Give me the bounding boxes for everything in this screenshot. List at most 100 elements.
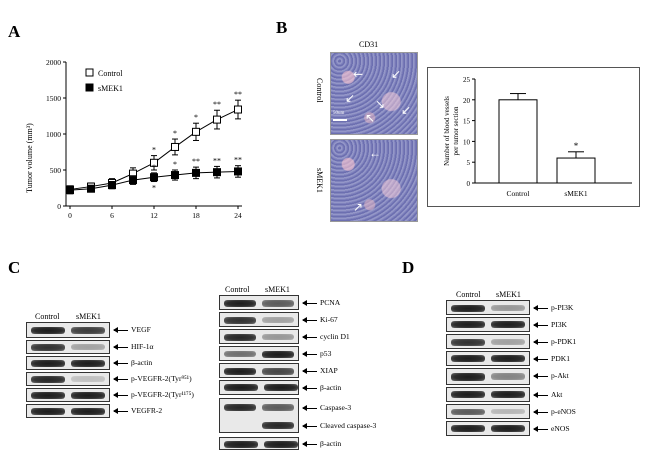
arrow-icon xyxy=(302,423,317,430)
c-left-band-label: p-VEGFR-2(Tyr⁹⁵¹) xyxy=(113,374,192,383)
control-bar xyxy=(498,99,538,184)
protein-band xyxy=(31,376,65,383)
c-right-blot-row xyxy=(219,363,299,378)
x-tick-label: 0 xyxy=(68,211,72,220)
bar-category-label: Control xyxy=(507,189,530,198)
bar-category-label: sMEK1 xyxy=(564,189,588,198)
c-left-band-label: β-actin xyxy=(113,358,152,367)
d-band-label: p-Akt xyxy=(533,371,569,380)
smek1-significance: * xyxy=(152,184,156,193)
x-tick-label: 12 xyxy=(150,211,158,220)
control-image-label: Control xyxy=(315,78,324,103)
protein-band xyxy=(71,360,105,367)
y-tick-label: 0 xyxy=(57,202,61,211)
smek1-point xyxy=(87,184,95,193)
protein-band xyxy=(224,317,256,324)
legend-control-label: Control xyxy=(98,69,123,78)
protein-band xyxy=(224,404,256,411)
d-blot-row xyxy=(446,317,530,332)
y-tick-label: 500 xyxy=(50,166,62,175)
tumor-volume-ylabel: Tumor volume (mm³) xyxy=(25,123,34,193)
c-right-band-label: cyclin D1 xyxy=(302,332,350,341)
control-histology-image: 50um ↙ ↙ ↙ ↘ ↙ ↖ xyxy=(330,52,418,135)
smek1-significance: ** xyxy=(192,157,200,166)
arrow-icon xyxy=(302,368,317,375)
smek1-bar xyxy=(556,157,596,184)
arrow-icon xyxy=(302,405,317,412)
blood-vessel-chart-frame xyxy=(427,67,640,207)
protein-band xyxy=(71,327,105,334)
protein-band xyxy=(71,408,105,415)
c-right-blot-row xyxy=(219,398,299,433)
c-right-blot-row xyxy=(219,380,299,395)
bar-y-tick-label: 5 xyxy=(467,159,471,167)
vessel-arrow-icon: ← xyxy=(369,146,381,160)
c-right-blot-row xyxy=(219,295,299,310)
arrow-icon xyxy=(302,441,317,448)
panel-letter-c: C xyxy=(8,258,21,277)
c-right-band-label: PCNA xyxy=(302,298,340,307)
protein-band xyxy=(491,391,525,398)
protein-band xyxy=(31,408,65,415)
arrow-icon xyxy=(302,351,317,358)
vessel-arrow-icon: ↙ xyxy=(391,67,402,81)
protein-band xyxy=(31,360,65,367)
c-right-band-label: β-actin xyxy=(302,383,341,392)
protein-band xyxy=(224,368,256,375)
arrow-icon xyxy=(533,339,548,346)
protein-band xyxy=(451,373,485,381)
y-tick-label: 2000 xyxy=(46,58,61,67)
arrow-icon xyxy=(302,334,317,341)
control-point xyxy=(150,158,158,167)
bar-y-tick-label: 25 xyxy=(463,76,471,84)
smek1-significance: ** xyxy=(234,156,242,165)
vessel-arrow-icon: ↘ xyxy=(375,97,386,111)
d-blot-row xyxy=(446,404,530,419)
smek1-point xyxy=(150,173,158,182)
d-band-label: eNOS xyxy=(533,424,570,433)
protein-band xyxy=(262,368,294,375)
bar-y-tick-label: 0 xyxy=(467,180,471,188)
c-left-header-control: Control xyxy=(35,312,60,321)
arrow-icon xyxy=(302,385,317,392)
protein-band xyxy=(262,351,294,358)
arrow-icon xyxy=(113,327,128,334)
control-significance: * xyxy=(194,113,198,122)
legend-smek1-marker xyxy=(85,83,94,92)
protein-band xyxy=(224,334,256,341)
c-right-blot-row xyxy=(219,346,299,361)
bar-significance: * xyxy=(574,141,579,151)
vessel-arrow-icon: ↙ xyxy=(349,65,367,83)
arrow-icon xyxy=(533,305,548,312)
arrow-icon xyxy=(113,408,128,415)
protein-band xyxy=(31,327,65,334)
protein-band xyxy=(491,425,525,432)
scale-bar-label: 50um xyxy=(333,111,345,116)
d-blot-row xyxy=(446,387,530,402)
d-band-label: p-PI3K xyxy=(533,303,573,312)
control-point xyxy=(171,142,179,151)
protein-band xyxy=(264,441,298,448)
smek1-point xyxy=(234,167,242,176)
protein-band xyxy=(451,339,485,346)
arrow-icon xyxy=(113,392,128,399)
arrow-icon xyxy=(533,322,548,329)
bar-y-tick-label: 10 xyxy=(463,138,471,146)
control-significance: ** xyxy=(213,100,221,109)
d-blot-row xyxy=(446,334,530,349)
legend-smek1-label: sMEK1 xyxy=(98,84,123,93)
control-point xyxy=(192,127,200,136)
scale-bar xyxy=(333,119,347,121)
y-tick-label: 1500 xyxy=(46,94,61,103)
d-band-label: p-PDK1 xyxy=(533,337,576,346)
panel-letter-a: A xyxy=(8,22,21,41)
arrow-icon xyxy=(533,356,548,363)
control-point xyxy=(213,115,221,124)
c-right-band-label: Cleaved caspase-3 xyxy=(302,421,376,430)
d-blot-row xyxy=(446,300,530,315)
protein-band xyxy=(491,373,525,380)
arrow-icon xyxy=(533,392,548,399)
control-significance: * xyxy=(173,129,177,138)
panel-letter-d: D xyxy=(402,258,415,277)
c-right-blot-row xyxy=(219,312,299,327)
